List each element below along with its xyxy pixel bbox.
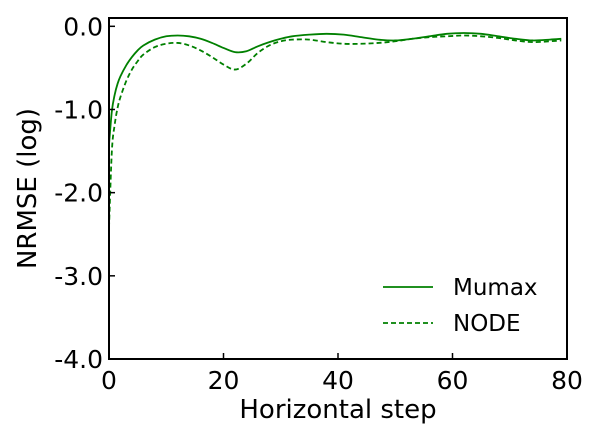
legend-label-node: NODE: [453, 311, 521, 337]
x-axis-title: Horizontal step: [239, 395, 436, 425]
x-tick-label: 40: [322, 366, 354, 395]
x-tick-label: 0: [101, 366, 117, 395]
plot-frame: [108, 17, 568, 360]
y-tick-label: -1.0: [54, 95, 103, 124]
y-tick-label: -4.0: [54, 345, 103, 374]
legend-label-mumax: Mumax: [453, 275, 538, 301]
series-line-mumax: [109, 32, 562, 145]
y-axis-title: NRMSE (log): [13, 108, 43, 269]
y-axis-ticks: -4.0 -3.0 -2.0 -1.0 0.0: [54, 12, 115, 374]
y-tick-label: -3.0: [54, 262, 103, 291]
x-axis-ticks: 0 20 40 60 80: [101, 353, 583, 395]
y-tick-label: -2.0: [54, 179, 103, 208]
y-tick-label: 0.0: [63, 12, 103, 41]
series-layer: [109, 32, 562, 228]
x-tick-label: 20: [208, 366, 240, 395]
x-tick-label: 60: [437, 366, 469, 395]
legend: Mumax NODE: [383, 275, 538, 337]
series-line-node: [109, 34, 562, 228]
x-tick-label: 80: [551, 366, 583, 395]
